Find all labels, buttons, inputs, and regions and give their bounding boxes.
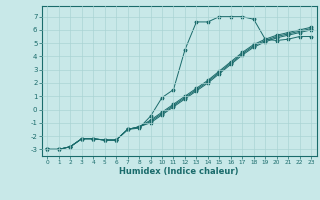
X-axis label: Humidex (Indice chaleur): Humidex (Indice chaleur) (119, 167, 239, 176)
